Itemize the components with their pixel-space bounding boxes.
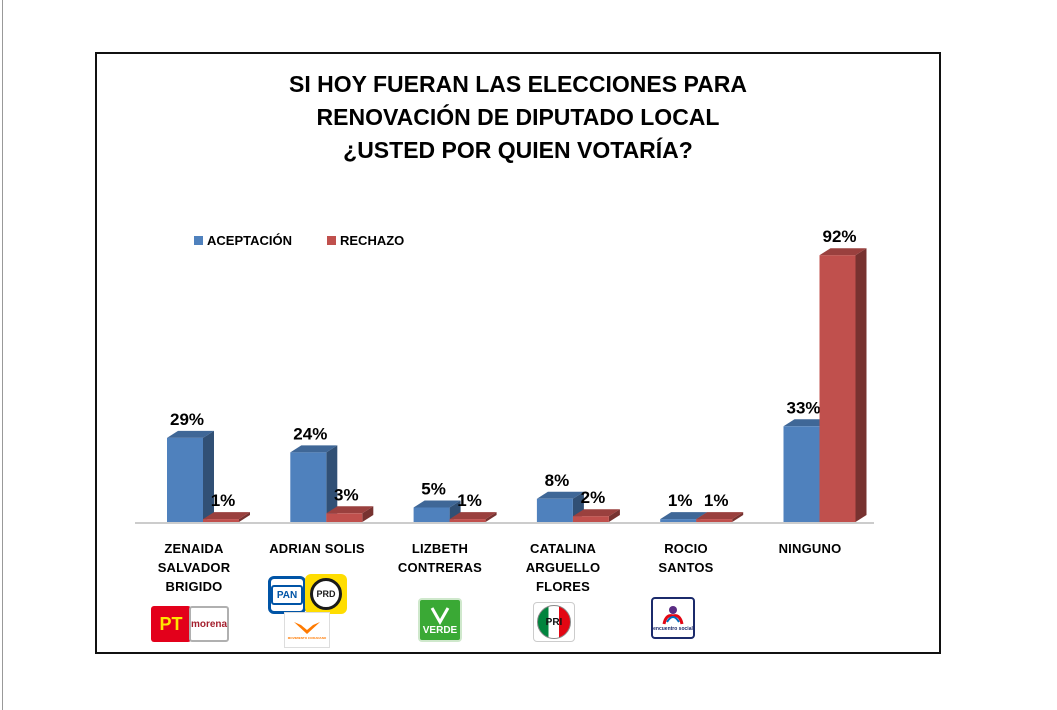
category-label-line: CONTRERAS bbox=[397, 560, 483, 575]
category-label-line: ARGUELLO bbox=[525, 560, 601, 575]
title-line-1: SI HOY FUERAN LAS ELECCIONES PARA bbox=[289, 71, 747, 97]
data-label: 2% bbox=[581, 488, 606, 507]
bar-side bbox=[362, 506, 374, 522]
category-label-line: BRIGIDO bbox=[165, 579, 223, 594]
bar bbox=[167, 437, 203, 522]
category-label-line: NINGUNO bbox=[778, 541, 842, 556]
pan-logo: PAN bbox=[268, 576, 306, 614]
prd-logo: PRD bbox=[305, 574, 347, 614]
pan-logo-text: PAN bbox=[276, 589, 298, 601]
data-label: 1% bbox=[704, 491, 729, 510]
category-label-line: SALVADOR bbox=[157, 560, 231, 575]
bar-top bbox=[449, 512, 497, 520]
bar-top bbox=[167, 430, 214, 438]
title-line-2: RENOVACIÓN DE DIPUTADO LOCAL bbox=[316, 104, 720, 130]
bar bbox=[449, 519, 486, 522]
data-label: 1% bbox=[668, 491, 693, 510]
data-label: 1% bbox=[211, 491, 236, 510]
category-label: ZENAIDA SALVADOR BRIGIDO bbox=[134, 539, 254, 596]
data-label: 29% bbox=[170, 410, 204, 429]
bar-top bbox=[326, 506, 374, 514]
data-label: 5% bbox=[421, 480, 446, 499]
legend-label: ACEPTACIÓN bbox=[207, 233, 292, 248]
category-label-line: ROCIO bbox=[664, 541, 708, 556]
data-label: 92% bbox=[822, 227, 856, 246]
bar-side bbox=[239, 512, 250, 522]
verde-logo: VERDE bbox=[418, 598, 462, 642]
title-line-3: ¿USTED POR QUIEN VOTARÍA? bbox=[343, 137, 693, 163]
page-left-rule bbox=[2, 0, 3, 710]
pt-logo: PT bbox=[151, 606, 191, 642]
mc-logo-text: MOVIMIENTO CIUDADANO bbox=[287, 636, 327, 640]
bar-side bbox=[855, 248, 867, 522]
bar bbox=[413, 507, 450, 522]
bar-top bbox=[413, 500, 461, 508]
category-label-line: ZENAIDA bbox=[164, 541, 224, 556]
bar-side bbox=[326, 445, 338, 522]
category-label-line: LIZBETH bbox=[411, 541, 469, 556]
bar-top bbox=[696, 512, 744, 520]
category-label-line: SANTOS bbox=[658, 560, 714, 575]
bar bbox=[783, 426, 820, 522]
bar-top bbox=[819, 248, 867, 256]
bar bbox=[203, 519, 239, 522]
legend-label: RECHAZO bbox=[340, 233, 404, 248]
bar bbox=[572, 516, 609, 522]
mc-logo: MOVIMIENTO CIUDADANO bbox=[284, 612, 330, 648]
chart-title: SI HOY FUERAN LAS ELECCIONES PARA RENOVA… bbox=[97, 68, 939, 167]
morena-logo-text: morena bbox=[190, 618, 228, 630]
category-label: ADRIAN SOLIS bbox=[257, 539, 377, 558]
bar-top bbox=[572, 509, 620, 517]
bar-side bbox=[608, 509, 620, 522]
prd-logo-text: PRD bbox=[316, 589, 336, 599]
bar-top bbox=[783, 419, 831, 427]
data-label: 8% bbox=[545, 471, 570, 490]
pes-logo-text: encuentro social bbox=[653, 626, 693, 632]
bar bbox=[326, 513, 363, 522]
pri-logo: PRI bbox=[533, 602, 575, 642]
bar bbox=[290, 452, 327, 522]
category-label-line: FLORES bbox=[536, 579, 590, 594]
category-label: ROCIO SANTOS bbox=[626, 539, 746, 577]
bar-top bbox=[290, 445, 338, 453]
bar-side bbox=[485, 512, 497, 522]
data-label: 24% bbox=[293, 424, 327, 443]
bar-top bbox=[203, 512, 250, 520]
pt-logo-text: PT bbox=[159, 613, 183, 634]
toucan-icon bbox=[430, 606, 450, 625]
bar-top bbox=[536, 491, 584, 499]
data-label: 1% bbox=[457, 491, 482, 510]
bar bbox=[819, 255, 856, 522]
chart-frame: SI HOY FUERAN LAS ELECCIONES PARA RENOVA… bbox=[95, 52, 941, 654]
bar-side bbox=[203, 430, 214, 522]
bar-side bbox=[732, 512, 744, 522]
category-label: CATALINA ARGUELLO FLORES bbox=[503, 539, 623, 596]
bar bbox=[536, 498, 573, 522]
category-label: LIZBETH CONTRERAS bbox=[380, 539, 500, 577]
category-label: NINGUNO bbox=[750, 539, 870, 558]
data-label: 3% bbox=[334, 485, 359, 504]
category-label-line: CATALINA bbox=[529, 541, 597, 556]
pri-logo-text: PRI bbox=[545, 616, 563, 628]
morena-logo: morena bbox=[189, 606, 229, 642]
data-label: 33% bbox=[786, 398, 820, 417]
verde-logo-text: VERDE bbox=[422, 624, 458, 636]
bar bbox=[660, 519, 697, 522]
category-label-line: ADRIAN SOLIS bbox=[269, 541, 365, 556]
pes-logo: encuentro social bbox=[651, 597, 695, 639]
legend-swatch bbox=[194, 236, 203, 245]
bar-top bbox=[660, 512, 708, 520]
legend-swatch bbox=[327, 236, 336, 245]
bar bbox=[696, 519, 733, 522]
eagle-icon bbox=[294, 622, 320, 634]
people-icon bbox=[662, 606, 684, 625]
